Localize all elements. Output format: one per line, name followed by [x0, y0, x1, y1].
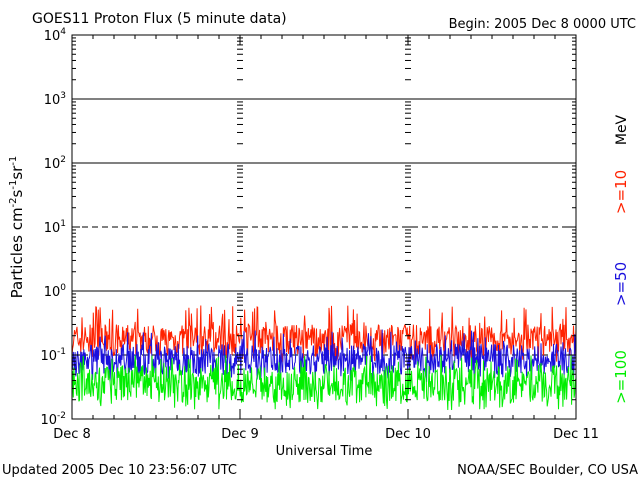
ylabel-exp-s: -1 — [8, 180, 19, 190]
x-tick-label: Dec 8 — [53, 427, 91, 442]
plot-frame — [71, 34, 577, 420]
ylabel-s: s — [8, 189, 26, 197]
series-100mev-line — [71, 354, 577, 411]
x-axis-label: Universal Time — [276, 444, 373, 459]
legend-50mev: >=50 — [612, 262, 630, 306]
svg-text:Particles cm-2s-1sr-1: Particles cm-2s-1sr-1 — [8, 156, 26, 299]
energy-legend: MeV >=10 >=50 >=100 — [612, 114, 630, 403]
y-tick-label: 10-1 — [40, 347, 66, 364]
y-axis-label: Particles cm-2s-1sr-1 — [8, 156, 26, 299]
y-tick-label: 103 — [44, 91, 66, 108]
x-tick-label: Dec 10 — [385, 427, 431, 442]
y-tick-label: 104 — [44, 27, 67, 44]
ylabel-particles: Particles cm — [8, 207, 26, 298]
x-tick-label: Dec 11 — [553, 427, 599, 442]
x-tick-label: Dec 9 — [221, 427, 259, 442]
series-50mev-line — [71, 329, 577, 382]
plot-grid — [72, 98, 576, 356]
legend-unit: MeV — [614, 114, 630, 145]
y-tick-label: 102 — [44, 155, 66, 172]
x-axis-ticks: Dec 8 Dec 9 Dec 10 Dec 11 — [53, 35, 599, 442]
legend-100mev: >=100 — [612, 350, 630, 404]
begin-time: Begin: 2005 Dec 8 0000 UTC — [449, 17, 636, 32]
y-axis-ticks: 10-2 10-1 100 101 102 103 104 — [40, 27, 576, 428]
ylabel-exp-cm: -2 — [8, 197, 19, 207]
y-tick-label: 101 — [44, 219, 66, 236]
updated-time: Updated 2005 Dec 10 23:56:07 UTC — [2, 463, 237, 478]
y-tick-label: 100 — [44, 283, 67, 300]
y-tick-label: 10-2 — [40, 411, 66, 428]
series-layer — [71, 305, 577, 411]
ylabel-sr: sr — [8, 165, 26, 180]
legend-10mev: >=10 — [612, 170, 630, 214]
chart-title: GOES11 Proton Flux (5 minute data) — [32, 11, 287, 27]
ylabel-exp-sr: -1 — [8, 156, 19, 166]
credit: NOAA/SEC Boulder, CO USA — [457, 463, 638, 478]
